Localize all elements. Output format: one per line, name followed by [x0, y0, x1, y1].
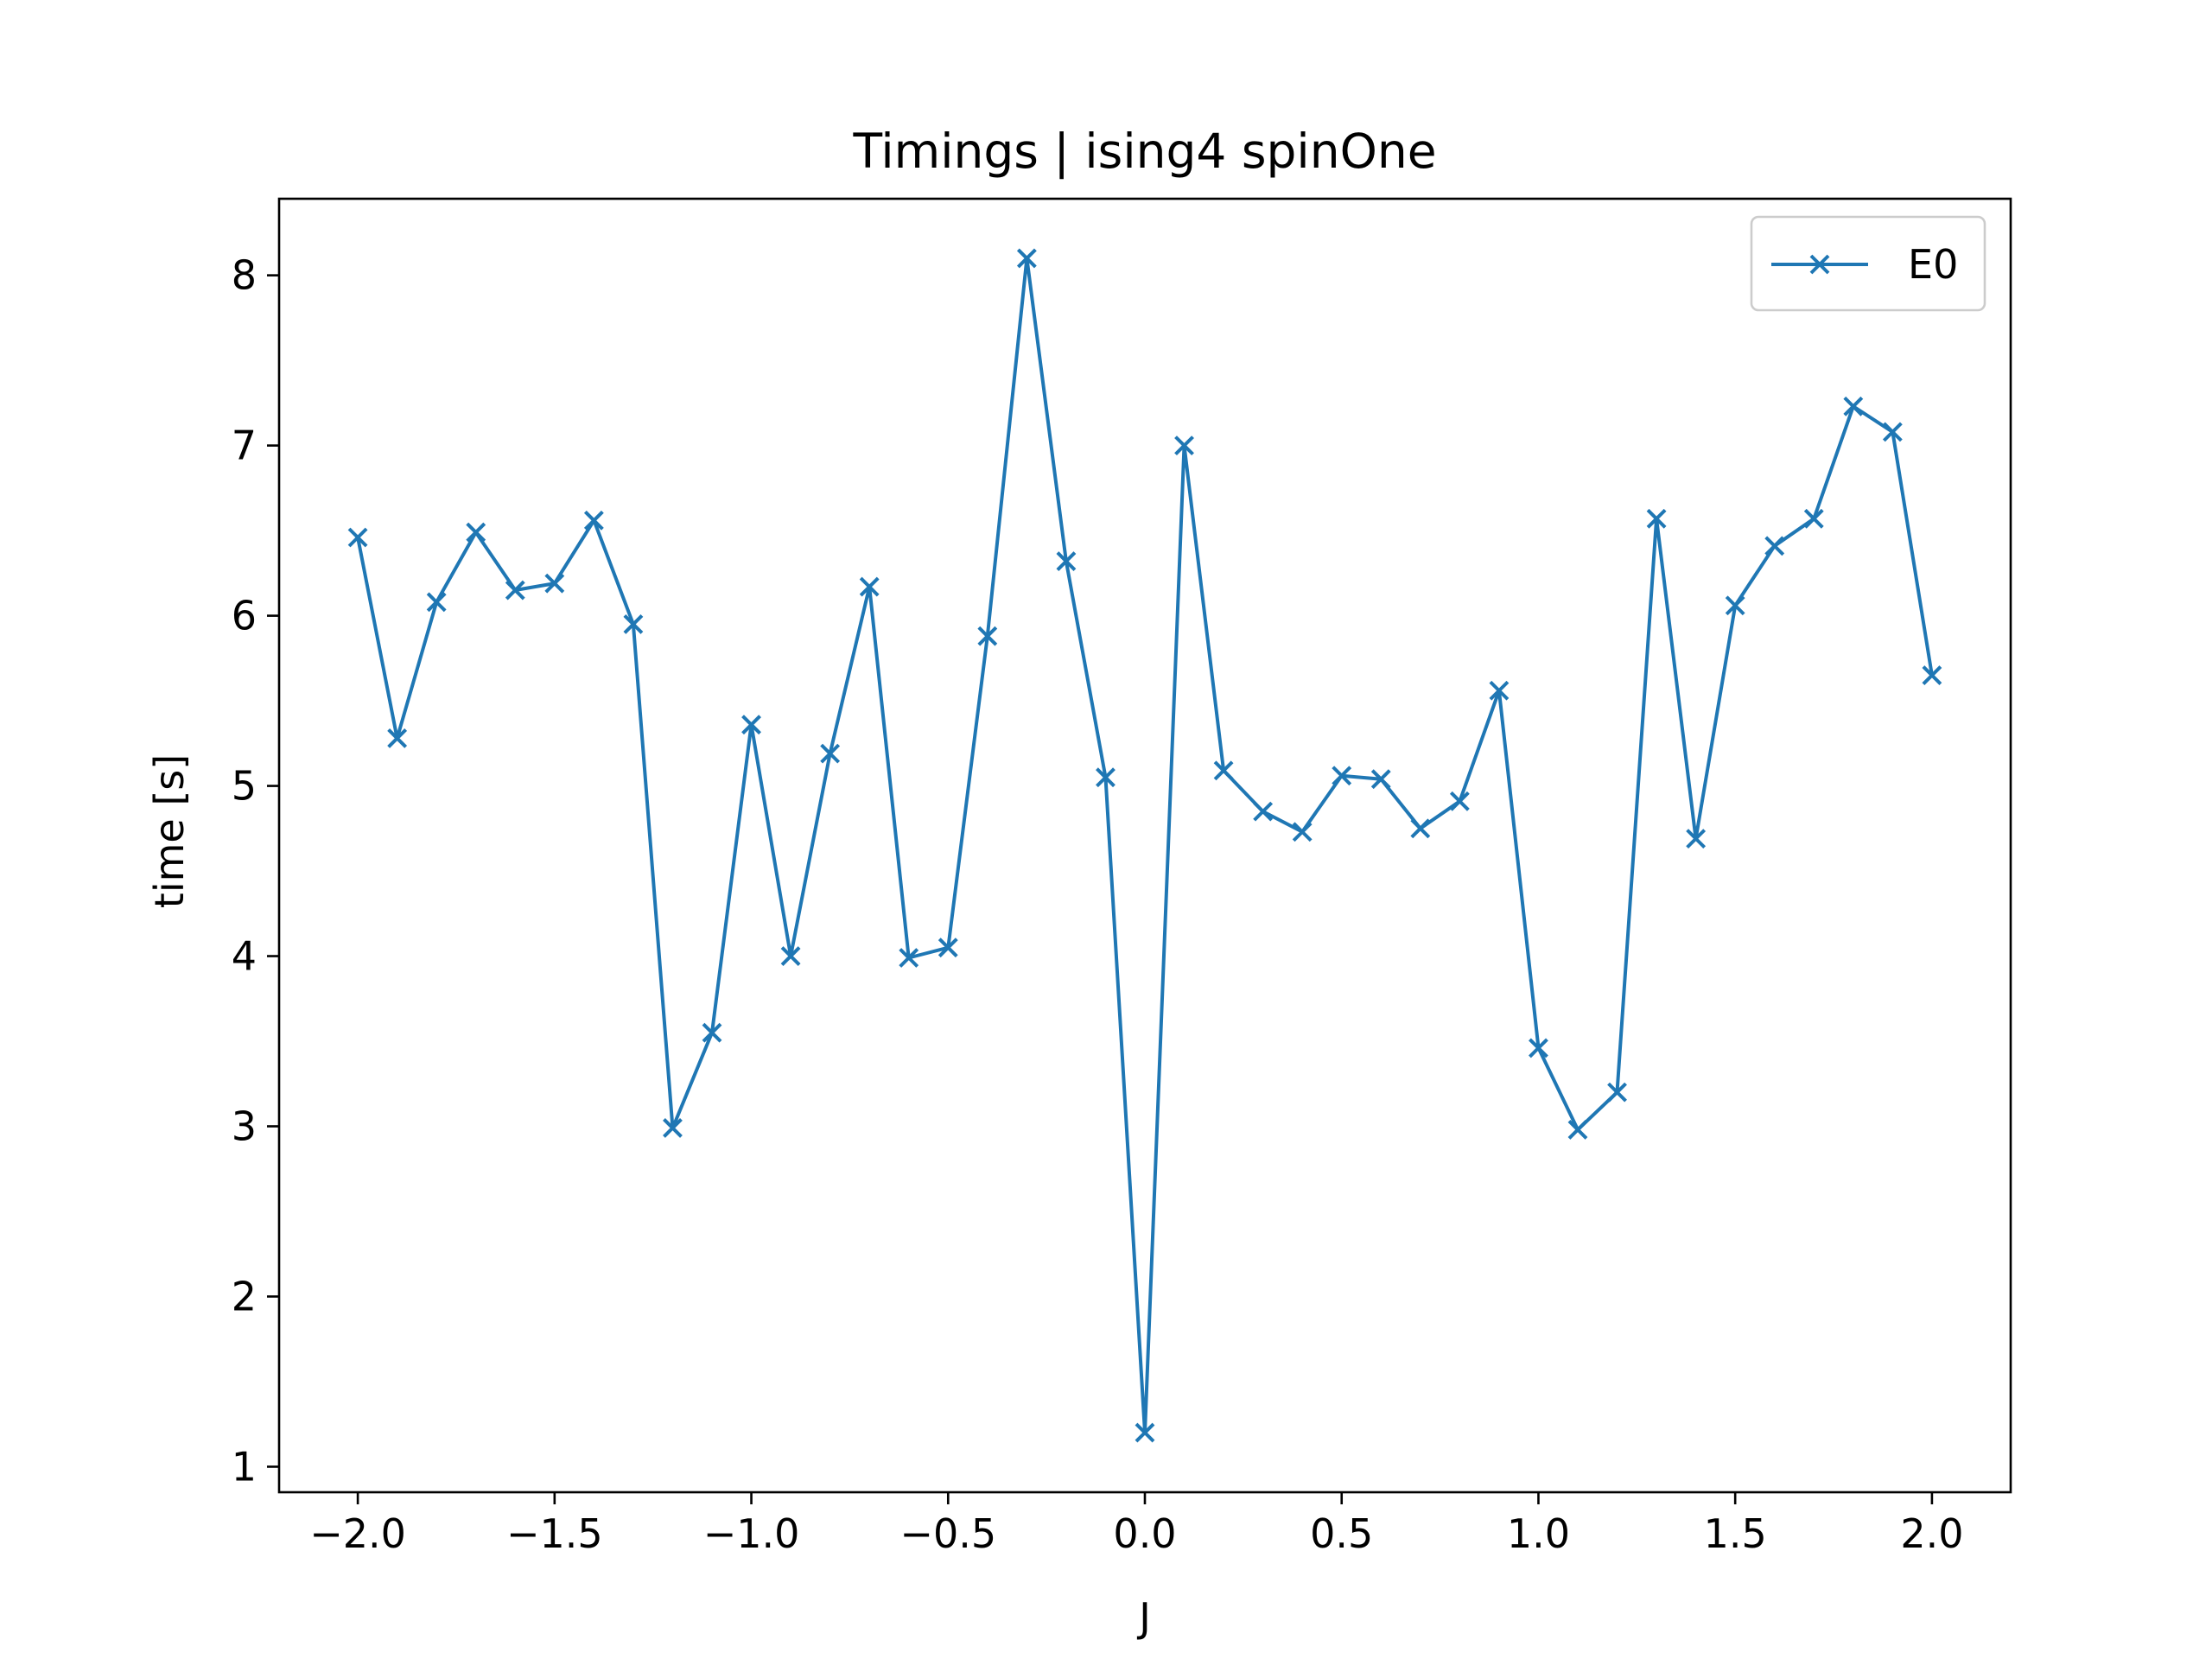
data-point-marker — [899, 948, 919, 968]
data-point-marker — [426, 592, 447, 613]
plot-area-frame — [277, 197, 2012, 1494]
x-tick-label: 1.0 — [1507, 1510, 1570, 1557]
x-tick-label: 0.0 — [1113, 1510, 1176, 1557]
data-point-marker — [1489, 680, 1510, 701]
y-axis-label: time [s] — [146, 754, 193, 908]
data-point-marker — [1292, 822, 1313, 842]
data-point-marker — [1096, 767, 1116, 788]
data-point-marker — [741, 715, 761, 735]
data-point-marker — [1332, 766, 1352, 786]
x-axis-label: J — [1136, 1594, 1151, 1641]
data-point-marker — [780, 946, 801, 966]
data-point-marker — [544, 573, 565, 594]
data-point-marker — [347, 527, 368, 548]
data-point-marker — [859, 576, 880, 597]
x-tick-label: −0.5 — [899, 1510, 996, 1557]
x-tick-label: 1.5 — [1704, 1510, 1767, 1557]
data-point-marker — [1174, 435, 1194, 456]
data-point-marker — [977, 626, 998, 646]
x-tick-label: 2.0 — [1900, 1510, 1963, 1557]
chart-title: Timings | ising4 spinOne — [852, 124, 1436, 180]
data-point-marker — [1253, 801, 1274, 822]
y-tick-label: 4 — [232, 933, 257, 980]
x-axis-ticks: −2.0 −1.5 −1.0 −0.5 0.0 0.5 1.0 1.5 2.0 — [309, 1492, 1963, 1557]
data-point-marker — [505, 580, 525, 601]
data-point-marker — [1213, 760, 1234, 781]
data-point-marker — [466, 522, 486, 543]
data-point-marker — [1056, 551, 1077, 571]
x-tick-label: 0.5 — [1310, 1510, 1373, 1557]
data-point-marker — [1922, 665, 1942, 685]
data-point-marker — [1843, 396, 1864, 416]
data-point-marker — [1016, 248, 1037, 269]
y-tick-label: 8 — [232, 252, 257, 299]
y-tick-label: 6 — [232, 593, 257, 639]
data-point-marker — [702, 1022, 722, 1043]
data-point-marker — [1764, 536, 1785, 556]
data-point-marker — [820, 743, 841, 764]
y-tick-label: 1 — [232, 1443, 257, 1490]
data-point-marker — [1725, 595, 1745, 616]
data-point-marker — [623, 614, 644, 634]
data-point-marker — [1646, 508, 1667, 529]
data-point-marker — [1803, 508, 1824, 529]
y-tick-label: 7 — [232, 423, 257, 469]
series-layer — [347, 248, 1942, 1443]
data-point-marker — [1135, 1422, 1155, 1443]
data-point-marker — [1410, 818, 1431, 839]
legend-marker-e0 — [1809, 254, 1830, 275]
legend: E0 — [1750, 215, 1986, 312]
x-tick-label: −1.0 — [703, 1510, 800, 1557]
data-point-marker — [1686, 829, 1707, 849]
y-axis-ticks: 1 2 3 4 5 6 7 8 — [232, 252, 279, 1490]
data-point-marker — [1529, 1038, 1548, 1058]
legend-label-e0: E0 — [1908, 241, 1958, 288]
data-point-marker — [938, 938, 958, 958]
data-point-marker — [1882, 422, 1903, 442]
y-tick-label: 3 — [232, 1103, 257, 1150]
x-tick-label: −2.0 — [309, 1510, 406, 1557]
data-point-marker — [1607, 1082, 1627, 1103]
data-point-marker — [1370, 769, 1391, 790]
data-point-marker — [1567, 1120, 1588, 1140]
y-tick-label: 2 — [232, 1273, 257, 1319]
data-point-marker — [663, 1118, 683, 1138]
x-tick-label: −1.5 — [506, 1510, 603, 1557]
data-point-marker — [583, 510, 604, 531]
y-tick-label: 5 — [232, 763, 257, 810]
data-point-marker — [1449, 791, 1470, 811]
data-point-marker — [387, 728, 408, 748]
